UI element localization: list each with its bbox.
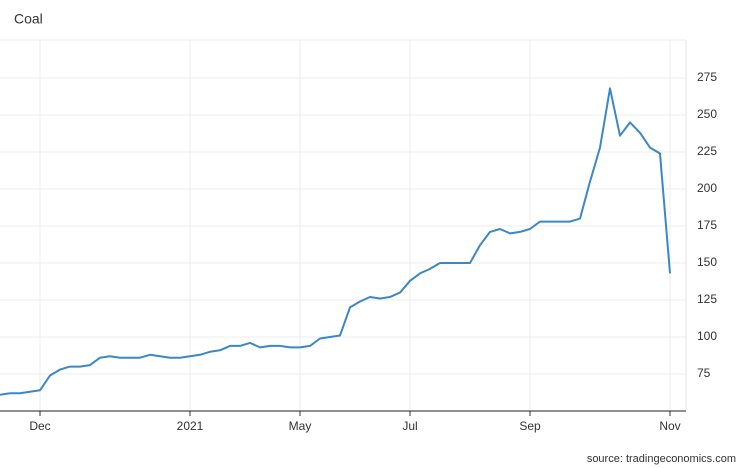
x-tick-label: Jul (402, 419, 417, 433)
x-tick-label: Dec (29, 419, 50, 433)
y-tick-label: 175 (697, 218, 717, 232)
y-tick-label: 275 (697, 70, 717, 84)
y-tick-label: 75 (697, 366, 711, 380)
y-tick-label: 100 (697, 329, 717, 343)
x-tick-label: May (289, 419, 312, 433)
y-tick-label: 200 (697, 181, 717, 195)
source-note: source: tradingeconomics.com (587, 453, 736, 465)
x-tick-label: Nov (659, 419, 680, 433)
y-tick-label: 125 (697, 292, 717, 306)
y-tick-label: 150 (697, 255, 717, 269)
y-tick-label: 225 (697, 144, 717, 158)
line (0, 87, 671, 396)
chart-title: Coal (14, 11, 43, 27)
x-tick-label: 2021 (177, 419, 204, 433)
x-tick-label: Sep (519, 419, 541, 433)
y-tick-label: 250 (697, 107, 717, 121)
